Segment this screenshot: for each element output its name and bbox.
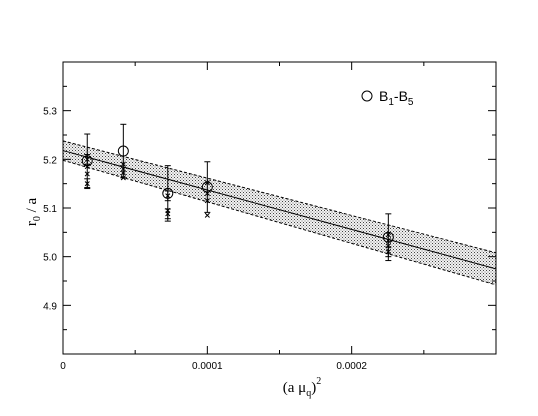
y-tick-label: 5.2 [43, 155, 57, 166]
legend-label: B1-B5 [379, 88, 414, 108]
data-point-cross [165, 193, 171, 199]
axis-ticks [62, 61, 497, 355]
fit-line-path [62, 150, 497, 270]
data-point-cross [385, 232, 391, 238]
data-point-cross [204, 212, 210, 218]
data-point-circle [382, 231, 394, 243]
data-point-circle [117, 145, 129, 157]
y-tick-label: 5.0 [43, 253, 57, 264]
data-point-cross [385, 249, 391, 255]
error-band-fill [63, 140, 496, 285]
y-axis-label: r0 / a [24, 197, 43, 226]
y-tick-label: 4.9 [43, 301, 57, 312]
data-point-cross [165, 211, 171, 217]
data-point-cross [204, 198, 210, 204]
error-band-lower [62, 159, 497, 286]
y-tick-label: 5.1 [43, 204, 57, 215]
legend-marker-circle [361, 90, 373, 102]
data-point-cross [84, 164, 90, 170]
x-tick-label: 0 [60, 361, 66, 372]
data-point-cross [120, 170, 126, 176]
x-tick-label: 0.0002 [336, 361, 367, 372]
data-point-cross [204, 190, 210, 196]
data-point-cross [120, 161, 126, 167]
legend: B1-B5 [361, 88, 414, 108]
data-point-cross [84, 171, 90, 177]
y-tick-label: 5.3 [43, 107, 57, 118]
data-point-cross [120, 175, 126, 181]
fit-line [62, 150, 497, 270]
error-band-upper [62, 140, 497, 254]
data-point-cross [385, 238, 391, 244]
tick-labels: 0 0.0001 0.0002 4.9 5.0 5.1 5.2 5.3 [43, 107, 367, 372]
data-point-cross [120, 166, 126, 172]
x-axis-label: (a μq)2 [283, 376, 321, 399]
data-point-cross [204, 180, 210, 186]
x-tick-label: 0.0001 [192, 361, 223, 372]
error-band [62, 140, 497, 286]
data-point-cross [84, 156, 90, 162]
data-point-cross [84, 181, 90, 187]
data-points [81, 123, 394, 262]
